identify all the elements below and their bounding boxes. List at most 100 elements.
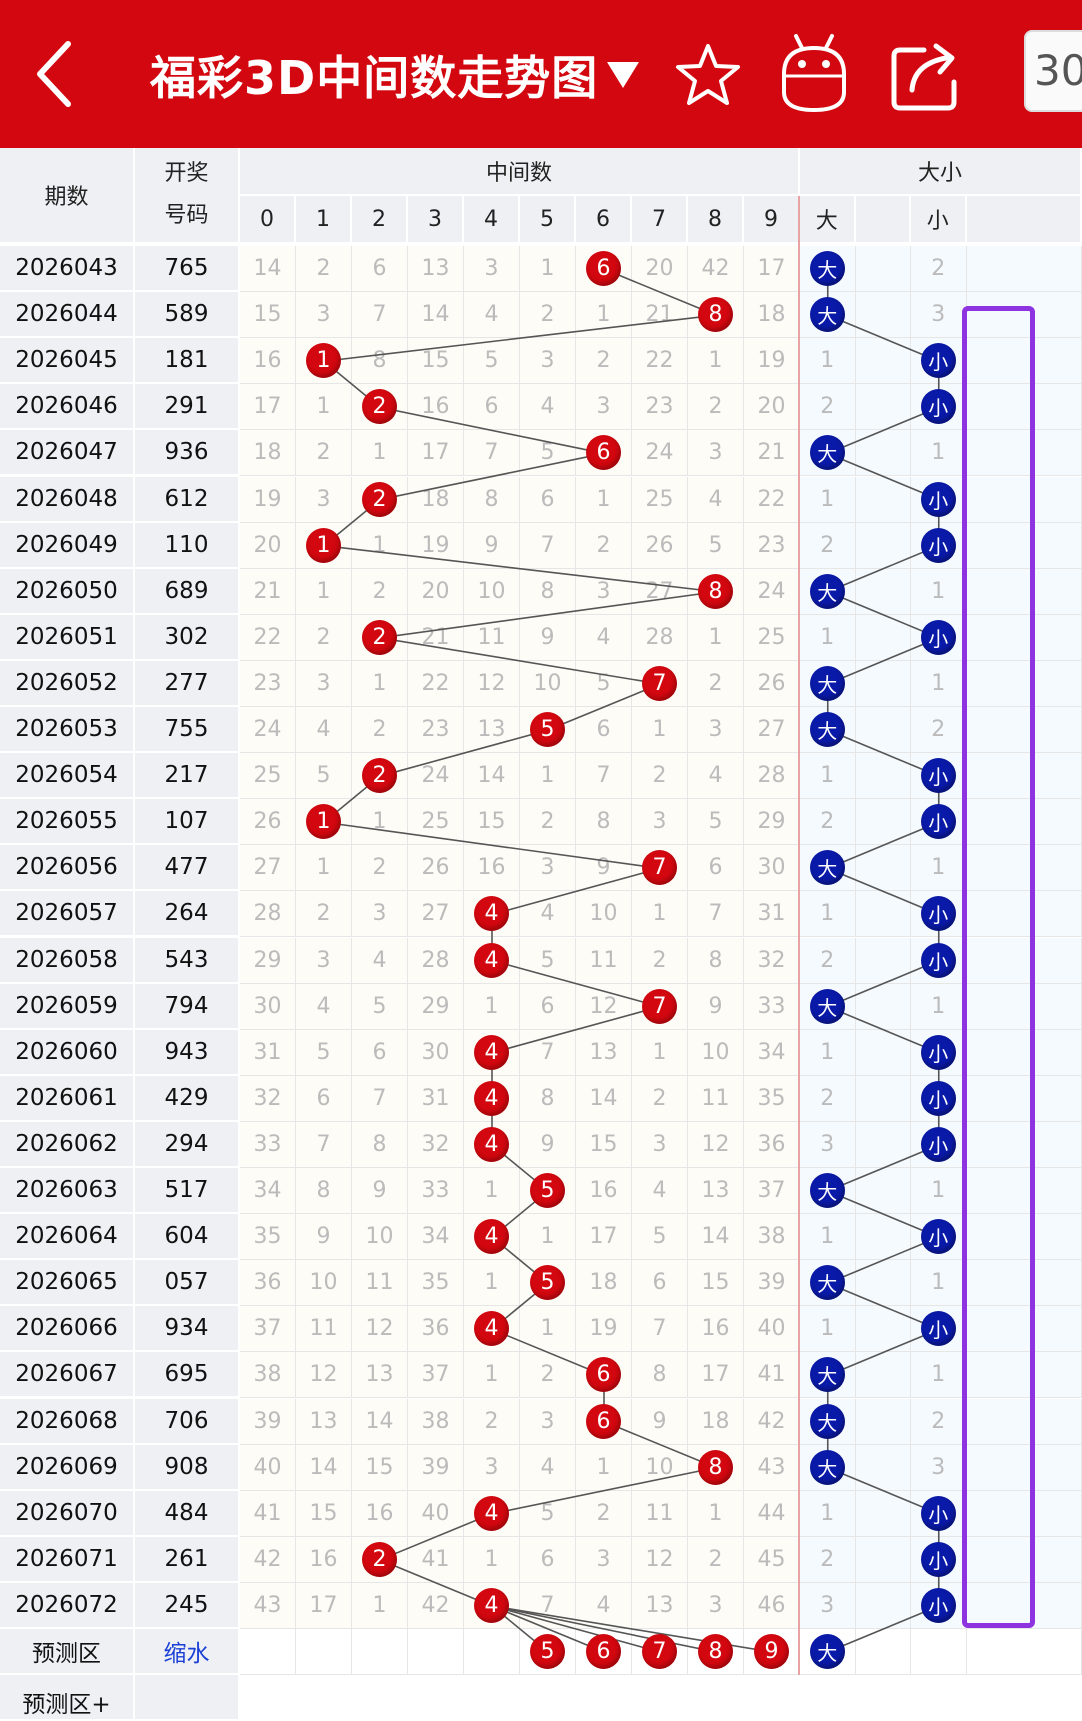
mid-cell-4: 4 [464,1491,520,1537]
mid-cell-0: 32 [240,1076,296,1122]
draw-number-cell: 217 [135,753,240,799]
mid-cell-0: 40 [240,1445,296,1491]
mid-cell-2: 8 [352,1122,408,1168]
predict-ball[interactable]: 6 [586,1634,621,1669]
small-ball: 小 [921,1081,956,1116]
mid-cell-5: 2 [520,292,576,338]
draw-number-cell: 517 [135,1168,240,1214]
issue-cell: 2026058 [0,938,135,984]
mid-cell-9: 43 [744,1445,800,1491]
predict-cell-0[interactable] [240,1629,296,1675]
digit-header-2: 2 [352,196,408,244]
issue-cell: 2026044 [0,292,135,338]
predict-cell-3[interactable] [408,1629,464,1675]
mid-cell-7: 28 [632,615,688,661]
mid-cell-7: 12 [632,1537,688,1583]
mid-cell-3: 31 [408,1076,464,1122]
predict-big-cell[interactable]: 大 [800,1629,856,1675]
mid-cell-2: 5 [352,984,408,1030]
robot-icon[interactable] [778,32,850,114]
star-icon[interactable] [674,42,742,108]
bs-cell-0: 大 [800,1168,856,1214]
predict-bs-cell[interactable] [911,1629,967,1675]
predict-bs-cell[interactable] [967,1629,1082,1675]
predict-cell-9[interactable]: 9 [744,1629,800,1675]
bs-cell-1 [856,292,912,338]
predict-cell-7[interactable]: 7 [632,1629,688,1675]
mid-ball: 7 [642,850,677,885]
mid-cell-6: 6 [576,1352,632,1398]
mid-cell-4: 1 [464,1537,520,1583]
issue-cell: 2026050 [0,569,135,615]
bs-extra-cell [967,430,1082,476]
predict-cell-1[interactable] [296,1629,352,1675]
predict-cell-6[interactable]: 6 [576,1629,632,1675]
predict-cell-4[interactable] [464,1629,520,1675]
mid-cell-4: 4 [464,1214,520,1260]
bs-cell-1 [856,753,912,799]
big-ball: 大 [810,435,845,470]
caret-down-icon[interactable] [605,60,641,90]
page-title[interactable]: 福彩3D中间数走势图 [150,42,598,108]
predict-cell-5[interactable]: 5 [520,1629,576,1675]
mid-cell-2: 4 [352,938,408,984]
mid-cell-7: 1 [632,891,688,937]
bs-cell-1 [856,845,912,891]
mid-cell-9: 27 [744,707,800,753]
mid-cell-4: 4 [464,938,520,984]
big-ball: 大 [810,1173,845,1208]
predict-big-ball[interactable]: 大 [810,1634,845,1669]
predict-ball[interactable]: 8 [698,1634,733,1669]
shrink-link[interactable]: 缩水 [135,1629,240,1675]
small-ball: 小 [921,1127,956,1162]
mid-cell-7: 7 [632,1306,688,1352]
small-ball: 小 [921,482,956,517]
mid-cell-2: 2 [352,845,408,891]
period-count-button[interactable]: 30 [1024,30,1082,112]
draw-number-cell: 765 [135,246,240,292]
mid-cell-8: 5 [688,799,744,845]
mid-cell-5: 1 [520,1214,576,1260]
mid-cell-9: 28 [744,753,800,799]
bs-cell-1 [856,523,912,569]
mid-cell-8: 1 [688,615,744,661]
issue-cell: 2026048 [0,477,135,523]
predict-ball[interactable]: 7 [642,1634,677,1669]
mid-ball: 2 [362,389,397,424]
predict-bs-cell[interactable] [856,1629,912,1675]
mid-cell-9: 20 [744,384,800,430]
mid-cell-9: 24 [744,569,800,615]
bs-cell-1 [856,938,912,984]
mid-cell-8: 1 [688,338,744,384]
bs-cell-0: 大 [800,1260,856,1306]
mid-ball: 6 [586,251,621,286]
predict-cell-8[interactable]: 8 [688,1629,744,1675]
bs-cell-2: 小 [911,799,967,845]
group-header-big-small: 大小 [800,148,1082,196]
predict-ball[interactable]: 9 [754,1634,789,1669]
predict-plus-label: 预测区+ [0,1675,135,1721]
bs-cell-2: 小 [911,384,967,430]
share-icon[interactable] [890,38,966,112]
header-big: 大 [800,196,856,244]
mid-cell-7: 7 [632,845,688,891]
bs-cell-1 [856,1445,912,1491]
chevron-left-icon[interactable] [30,38,80,110]
predict-cell-2[interactable] [352,1629,408,1675]
mid-cell-2: 7 [352,292,408,338]
mid-cell-1: 4 [296,984,352,1030]
mid-cell-9: 46 [744,1583,800,1629]
bs-cell-0: 2 [800,523,856,569]
bs-cell-2: 小 [911,1491,967,1537]
mid-cell-4: 14 [464,753,520,799]
mid-cell-8: 2 [688,661,744,707]
mid-cell-5: 5 [520,1260,576,1306]
mid-cell-7: 27 [632,569,688,615]
mid-cell-3: 40 [408,1491,464,1537]
bs-extra-cell [967,707,1082,753]
mid-cell-5: 8 [520,569,576,615]
mid-ball: 4 [474,896,509,931]
draw-number-cell: 429 [135,1076,240,1122]
predict-ball[interactable]: 5 [530,1634,565,1669]
mid-cell-8: 8 [688,938,744,984]
